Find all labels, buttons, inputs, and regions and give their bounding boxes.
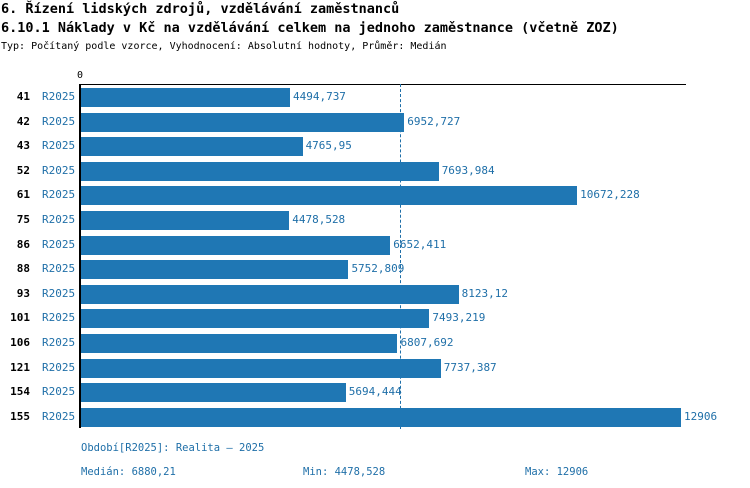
bar-row-series-label: R2025 — [42, 336, 76, 349]
bar-value-label: 5752,809 — [351, 262, 405, 276]
bar-row-index-label: 154 — [10, 385, 30, 399]
bar-row-series-label: R2025 — [42, 409, 76, 423]
bar-row: 101 R2025 7493,219 — [0, 307, 750, 332]
bar-row-series-label: R2025 — [42, 163, 76, 177]
bar-row: 41 R2025 4494,737 — [0, 86, 750, 111]
bar — [81, 112, 405, 132]
bar-row-series-label: R2025 — [42, 213, 76, 226]
bar-row-index-label: 93 — [16, 286, 30, 300]
bar-row-index-label: 52 — [16, 163, 30, 177]
bar-row: 43 R2025 4765,95 — [0, 135, 750, 160]
bar-value-label: 7737,387 — [443, 360, 497, 374]
bar-row-index-label: 42 — [16, 114, 30, 128]
bar-row-index-label: 155 — [10, 409, 30, 423]
bar — [81, 137, 303, 157]
bar-row: 154 R2025 5694,444 — [0, 381, 750, 406]
bar-row: 106 R2025 6807,692 — [0, 332, 750, 357]
bar-value-label: 4765,95 — [305, 139, 352, 153]
bar-row-series-label: R2025 — [42, 237, 76, 251]
bar-row: 155 R2025 12906 — [0, 406, 750, 431]
chart-title: 6.10.1 Náklady v Kč na vzdělávání celkem… — [1, 20, 619, 36]
bar — [81, 88, 290, 107]
x-axis-top-line — [79, 84, 686, 85]
bar — [81, 407, 681, 427]
bar-row-index-label: 121 — [10, 360, 30, 374]
bar-row-index-label: 41 — [16, 90, 30, 103]
bar-row-series-label: R2025 — [42, 286, 76, 300]
bar-row-index-label: 106 — [10, 336, 30, 349]
bar-value-label: 10672,228 — [580, 188, 640, 202]
bar-value-label: 8123,12 — [461, 286, 508, 300]
bar-value-label: 7493,219 — [432, 311, 486, 325]
bar — [81, 383, 346, 403]
bar — [81, 284, 459, 304]
bar-row-series-label: R2025 — [42, 360, 76, 374]
bar-row-series-label: R2025 — [42, 90, 76, 103]
bar-row: 121 R2025 7737,387 — [0, 357, 750, 382]
bar — [81, 309, 430, 329]
bar-value-label: 4478,528 — [292, 213, 346, 226]
bar — [81, 211, 290, 230]
bar-row-series-label: R2025 — [42, 311, 76, 325]
footer-max-label: Max: 12906 — [525, 466, 589, 478]
bar — [81, 161, 439, 181]
bar-row: 93 R2025 8123,12 — [0, 283, 750, 308]
bar-row: 88 R2025 5752,809 — [0, 258, 750, 283]
page-title: 6. Řízení lidských zdrojů, vzdělávání za… — [1, 1, 400, 17]
bar-row-index-label: 101 — [10, 311, 30, 325]
axis-origin-label: 0 — [77, 70, 84, 81]
bar-row-series-label: R2025 — [42, 188, 76, 202]
chart-header: 6. Řízení lidských zdrojů, vzdělávání za… — [0, 0, 750, 54]
bar-row-index-label: 43 — [16, 139, 30, 153]
bar-row: 75 R2025 4478,528 — [0, 209, 750, 234]
bar-row: 86 R2025 6652,411 — [0, 234, 750, 259]
bar-row: 42 R2025 6952,727 — [0, 111, 750, 136]
bar-row-index-label: 75 — [16, 213, 30, 226]
bar-value-label: 5694,444 — [348, 385, 402, 399]
bar — [81, 186, 578, 206]
bar-row-series-label: R2025 — [42, 385, 76, 399]
median-reference-line — [400, 84, 401, 429]
bar — [81, 235, 391, 255]
footer-period-label: Období[R2025]: Realita – 2025 — [81, 442, 265, 454]
footer-median-label: Medián: 6880,21 — [81, 466, 176, 478]
bar-row: 52 R2025 7693,984 — [0, 160, 750, 185]
bar-value-label: 6807,692 — [400, 336, 454, 349]
y-axis-line — [79, 84, 81, 428]
bar-row-index-label: 86 — [16, 237, 30, 251]
bar-row-index-label: 61 — [16, 188, 30, 202]
bar-value-label: 6652,411 — [393, 237, 447, 251]
bar — [81, 260, 349, 280]
bar-row-series-label: R2025 — [42, 114, 76, 128]
bar — [81, 358, 441, 378]
bar-row-series-label: R2025 — [42, 262, 76, 276]
bar-value-label: 7693,984 — [441, 163, 495, 177]
bar-row-index-label: 88 — [16, 262, 30, 276]
bar-value-label: 12906 — [684, 409, 718, 423]
footer-min-label: Min: 4478,528 — [303, 466, 386, 478]
chart-subtitle: Typ: Počítaný podle vzorce, Vyhodnocení:… — [1, 41, 447, 52]
bar-row: 61 R2025 10672,228 — [0, 184, 750, 209]
bar-value-label: 6952,727 — [407, 114, 461, 128]
bar — [81, 334, 398, 353]
bar-value-label: 4494,737 — [292, 90, 346, 103]
bar-row-series-label: R2025 — [42, 139, 76, 153]
